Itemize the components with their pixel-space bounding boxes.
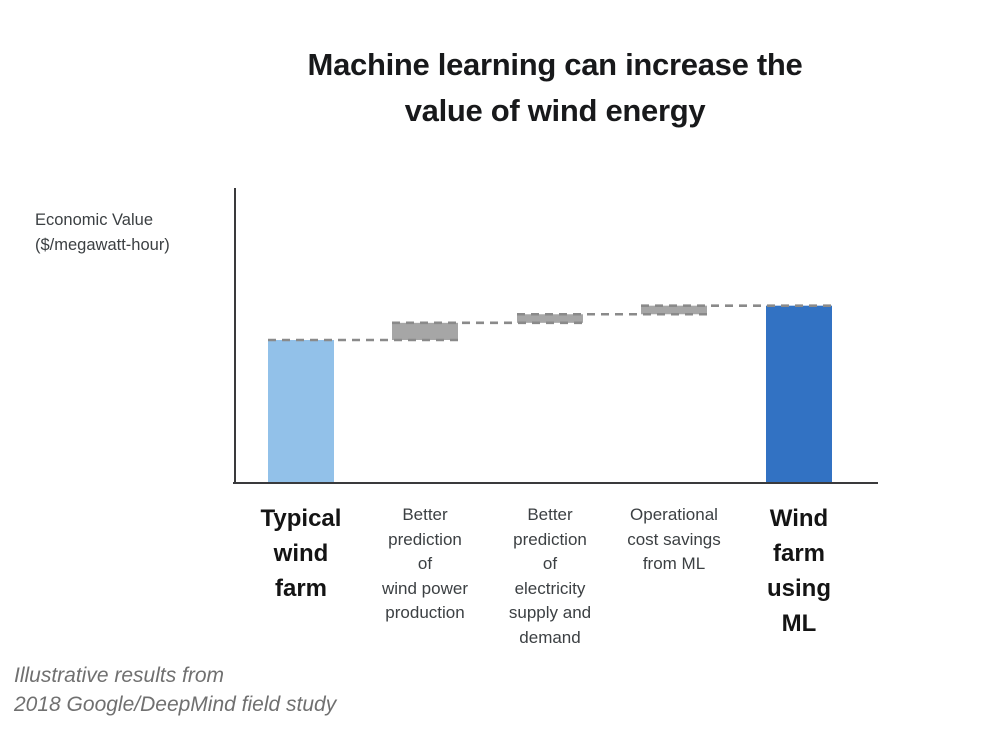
y-axis-label: Economic Value ($/megawatt-hour): [35, 211, 170, 254]
bar-increment: [392, 322, 458, 340]
bar-total: [766, 305, 832, 483]
category-label-typical-wind-farm: Typical wind farm: [260, 505, 342, 602]
source-note: Illustrative results from 2018 Google/De…: [14, 664, 337, 716]
category-label-better-prediction-wind-power: Better prediction of wind power producti…: [382, 505, 468, 622]
bar-base: [268, 340, 334, 483]
category-label-better-prediction-electricity: Better prediction of electricity supply …: [508, 505, 592, 647]
category-label-wind-farm-using-ml: Wind farm using ML: [767, 505, 831, 637]
bar-increment: [517, 314, 583, 323]
bar-increment: [641, 305, 707, 315]
chart-title: Machine learning can increase the value …: [307, 47, 803, 128]
category-label-operational-cost-savings: Operational cost savings from ML: [627, 505, 721, 573]
